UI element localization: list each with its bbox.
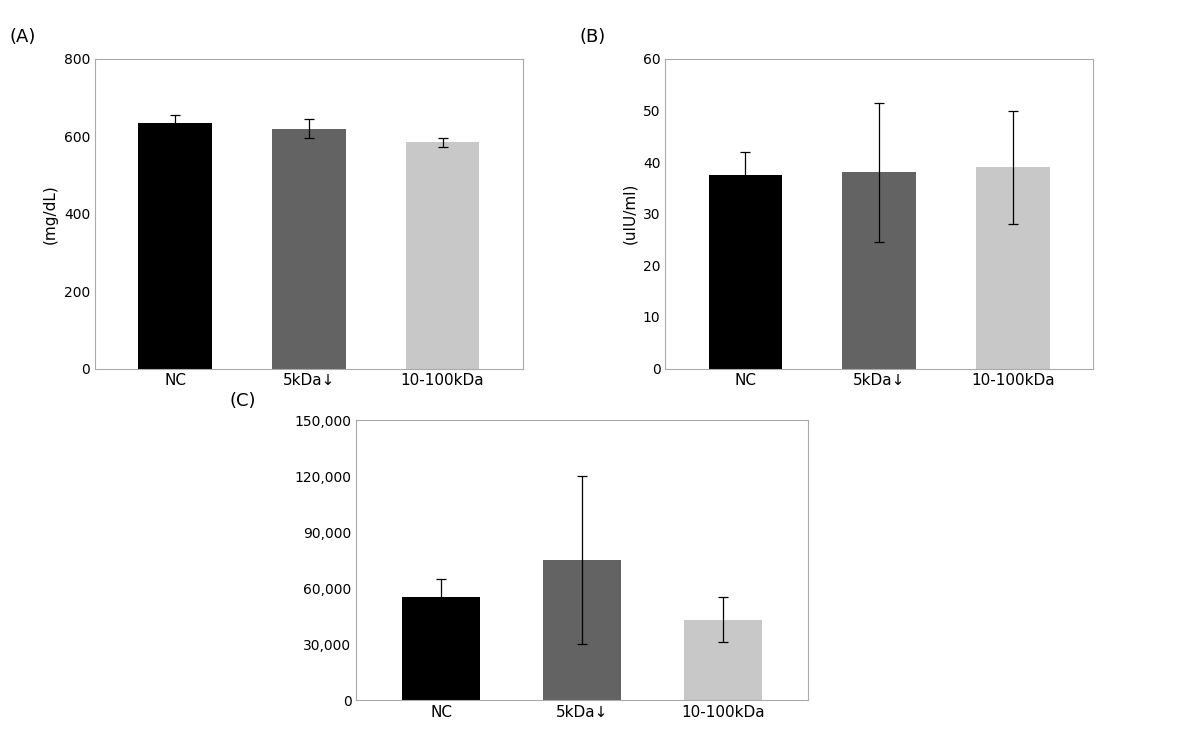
Y-axis label: (uIU/ml): (uIU/ml) (623, 183, 637, 245)
Bar (684, 620, 762, 700)
Text: (A): (A) (10, 28, 36, 46)
Bar (406, 142, 479, 368)
Bar (842, 172, 916, 368)
Bar (543, 560, 621, 700)
Bar (977, 167, 1049, 368)
Bar (709, 175, 782, 368)
Text: (C): (C) (230, 392, 257, 410)
Y-axis label: (mg/dL): (mg/dL) (43, 184, 58, 244)
Bar (272, 128, 346, 368)
Bar (139, 123, 211, 368)
Bar (403, 598, 480, 700)
Text: (B): (B) (580, 28, 606, 46)
